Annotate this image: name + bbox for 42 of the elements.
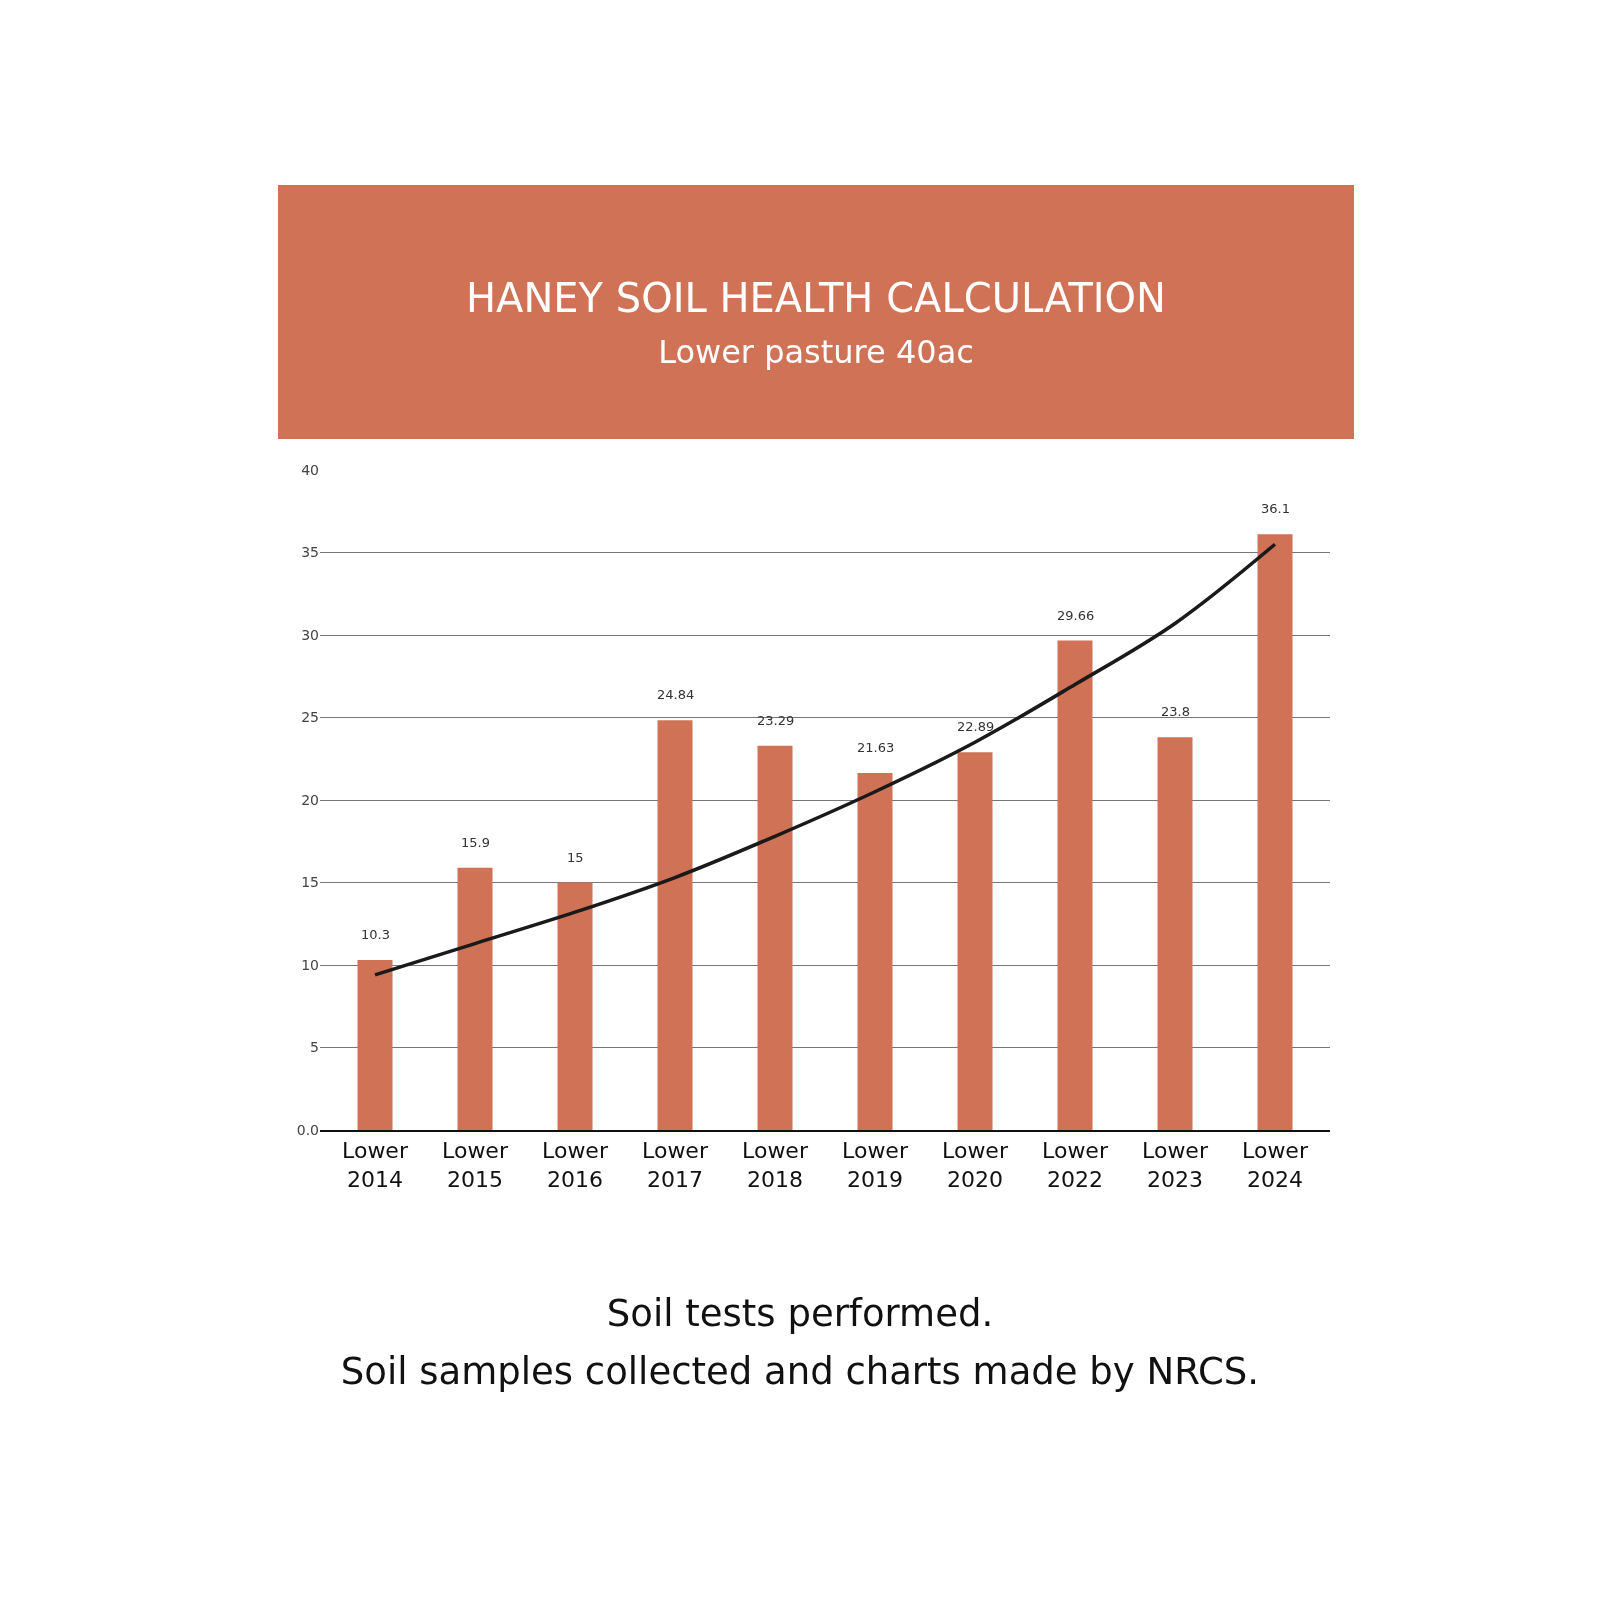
y-tick-label: 5 <box>310 1039 319 1056</box>
x-tick-label: Lower 2020 <box>942 1138 1009 1192</box>
bar <box>1257 534 1293 1130</box>
y-tick-label: 15 <box>301 874 319 891</box>
y-tick-label: 20 <box>301 791 319 808</box>
x-tick-label: Lower 2023 <box>1142 1138 1209 1192</box>
bar <box>357 960 393 1130</box>
y-tick-label: 40 <box>301 461 319 478</box>
bar <box>757 745 793 1130</box>
bar <box>657 720 693 1130</box>
bar <box>557 882 593 1130</box>
data-label: 21.63 <box>857 740 895 755</box>
x-tick-label: Lower 2018 <box>742 1138 809 1192</box>
data-label: 29.66 <box>1057 608 1095 623</box>
y-tick-label: 25 <box>301 709 319 726</box>
bar <box>457 867 493 1130</box>
x-tick-label: Lower 2016 <box>542 1138 609 1192</box>
data-label: 15.9 <box>461 835 490 850</box>
x-tick-label: Lower 2014 <box>342 1138 409 1192</box>
text: Soil samples collected and charts made by NRCS. <box>339 1349 1261 1395</box>
y-tick-label: 35 <box>301 544 319 561</box>
y-tick-label: 0.0 <box>296 1121 319 1138</box>
bar <box>1157 737 1193 1130</box>
x-tick-label: Lower 2022 <box>1042 1138 1109 1192</box>
data-label: 36.1 <box>1261 501 1290 516</box>
data-label: 22.89 <box>957 719 995 734</box>
y-tick-label: 10 <box>301 956 319 973</box>
x-tick-label: Lower 2019 <box>842 1138 909 1192</box>
data-label: 23.8 <box>1161 704 1190 719</box>
data-label: 24.84 <box>657 687 695 702</box>
data-label: 15 <box>567 850 584 865</box>
bar <box>857 773 893 1130</box>
x-tick-label: Lower 2017 <box>642 1138 709 1192</box>
x-tick-label: Lower 2024 <box>1242 1138 1309 1192</box>
bar <box>1057 640 1093 1130</box>
chart-title: HANEY SOIL HEALTH CALCULATION <box>464 275 1168 321</box>
bar <box>957 752 993 1130</box>
chart-subtitle: Lower pasture 40ac <box>657 333 975 371</box>
x-tick-label: Lower 2015 <box>442 1138 509 1192</box>
data-label: 10.3 <box>361 927 390 942</box>
text: Soil tests performed. <box>605 1291 995 1337</box>
y-tick-label: 30 <box>301 626 319 643</box>
